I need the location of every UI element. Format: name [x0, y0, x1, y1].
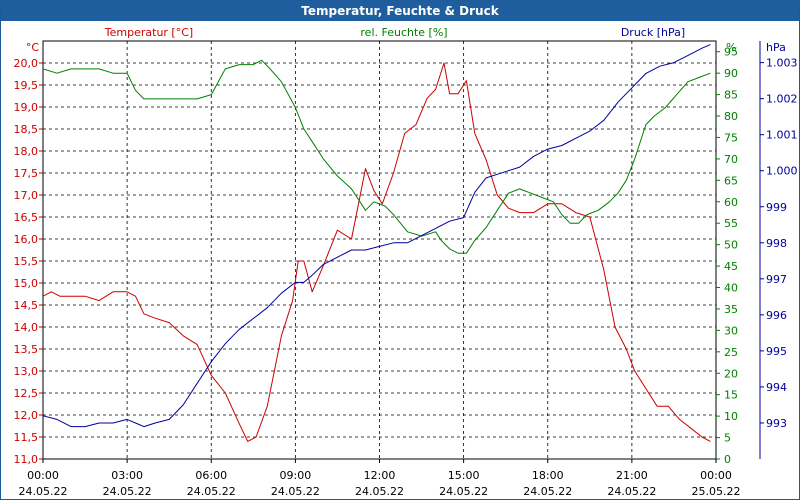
temperature-tick-label: 12,0 — [14, 409, 39, 422]
legend-humidity: rel. Feuchte [%] — [360, 26, 447, 39]
humidity-tick-label: 30 — [724, 324, 738, 337]
humidity-tick-label: 45 — [724, 260, 738, 273]
time-axis: 00:00 24.05.22 03:00 24.05.22 06:00 24.05.22 0… — [19, 459, 741, 498]
series-line-temperature — [42, 62, 711, 442]
humidity-tick-label: 15 — [724, 389, 738, 402]
humidity-tick-label: 20 — [724, 367, 738, 380]
date-tick-label: 24.05.22 — [19, 485, 68, 498]
temperature-tick-label: 13,0 — [14, 365, 39, 378]
time-tick-label: 09:00 — [280, 469, 312, 482]
humidity-tick-label: 80 — [724, 110, 738, 123]
humidity-tick-label: 25 — [724, 346, 738, 359]
pressure-tick-label: 995 — [766, 345, 787, 358]
temperature-tick-label: 15,5 — [14, 255, 39, 268]
temperature-tick-label: 11,5 — [14, 431, 39, 444]
temperature-tick-label: 17,0 — [14, 189, 39, 202]
date-tick-label: 24.05.22 — [187, 485, 236, 498]
legend-temperature: Temperatur [°C] — [104, 26, 193, 39]
temperature-tick-label: 20,0 — [14, 57, 39, 70]
humidity-tick-label: 40 — [724, 282, 738, 295]
humidity-unit-label: % — [726, 41, 736, 54]
series-lines — [42, 44, 711, 442]
grid-lines — [43, 41, 716, 459]
pressure-tick-label: 994 — [766, 381, 787, 394]
date-tick-label: 25.05.22 — [692, 485, 741, 498]
temperature-tick-label: 18,5 — [14, 123, 39, 136]
temperature-tick-label: 11,0 — [14, 453, 39, 466]
date-tick-label: 24.05.22 — [523, 485, 572, 498]
humidity-tick-label: 90 — [724, 67, 738, 80]
humidity-tick-label: 60 — [724, 196, 738, 209]
time-tick-label: 00:00 — [700, 469, 732, 482]
temperature-tick-label: 18,0 — [14, 145, 39, 158]
humidity-tick-label: 35 — [724, 303, 738, 316]
humidity-tick-label: 85 — [724, 89, 738, 102]
date-tick-label: 24.05.22 — [439, 485, 488, 498]
date-tick-label: 24.05.22 — [271, 485, 320, 498]
chart-title: Temperatur, Feuchte & Druck — [1, 1, 799, 21]
pressure-unit-label: hPa — [766, 41, 786, 54]
temperature-tick-label: 15,0 — [14, 277, 39, 290]
pressure-tick-label: 999 — [766, 201, 787, 214]
humidity-tick-label: 50 — [724, 239, 738, 252]
temperature-tick-label: 12,5 — [14, 387, 39, 400]
temperature-tick-label: 19,5 — [14, 79, 39, 92]
time-tick-label: 21:00 — [616, 469, 648, 482]
date-tick-label: 24.05.22 — [355, 485, 404, 498]
temperature-tick-label: 19,0 — [14, 101, 39, 114]
pressure-tick-label: 998 — [766, 237, 787, 250]
time-tick-label: 12:00 — [364, 469, 396, 482]
legend-pressure: Druck [hPa] — [621, 26, 685, 39]
pressure-tick-label: 997 — [766, 273, 787, 286]
date-tick-label: 24.05.22 — [607, 485, 656, 498]
humidity-axis: 0 5 10 15 20 25 30 35 40 45 50 55 60 65 70 75 80 85 90 95 — [716, 46, 738, 466]
pressure-tick-label: 1.003 — [766, 57, 798, 70]
pressure-tick-label: 1.001 — [766, 129, 798, 142]
time-tick-label: 18:00 — [532, 469, 564, 482]
time-tick-label: 03:00 — [111, 469, 143, 482]
humidity-tick-label: 10 — [724, 410, 738, 423]
temperature-tick-label: 14,0 — [14, 321, 39, 334]
pressure-tick-label: 1.002 — [766, 93, 798, 106]
temperature-unit-label: °C — [26, 41, 40, 54]
date-tick-label: 24.05.22 — [103, 485, 152, 498]
temperature-tick-label: 13,5 — [14, 343, 39, 356]
humidity-tick-label: 5 — [724, 432, 731, 445]
temperature-axis: 11,0 11,5 12,0 12,5 13,0 13,5 14,0 14,5 15,0 15,5… — [14, 57, 43, 466]
time-tick-label: 06:00 — [195, 469, 227, 482]
humidity-tick-label: 70 — [724, 153, 738, 166]
humidity-tick-label: 65 — [724, 174, 738, 187]
pressure-tick-label: 996 — [766, 309, 787, 322]
humidity-tick-label: 95 — [724, 46, 738, 59]
temperature-tick-label: 17,5 — [14, 167, 39, 180]
humidity-tick-label: 55 — [724, 217, 738, 230]
series-line-humidity — [42, 59, 711, 254]
time-tick-label: 15:00 — [448, 469, 480, 482]
series-line-pressure — [42, 44, 711, 428]
temperature-tick-label: 14,5 — [14, 299, 39, 312]
temperature-tick-label: 16,5 — [14, 211, 39, 224]
humidity-tick-label: 0 — [724, 453, 731, 466]
time-tick-label: 00:00 — [27, 469, 59, 482]
pressure-tick-label: 1.000 — [766, 165, 798, 178]
pressure-axis: 993 994 995 996 997 998 999 1.000 1.001 1.002 1.00… — [759, 41, 798, 459]
temperature-tick-label: 16,0 — [14, 233, 39, 246]
pressure-tick-label: 993 — [766, 417, 787, 430]
humidity-tick-label: 75 — [724, 131, 738, 144]
